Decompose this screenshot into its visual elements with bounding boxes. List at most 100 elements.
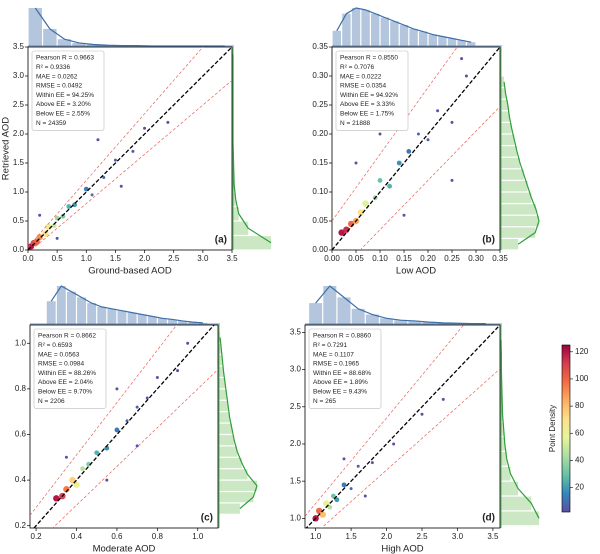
stats-line: Below EE = 9.43% xyxy=(313,389,367,396)
top-hist-bar xyxy=(380,17,389,46)
right-hist-bar xyxy=(219,469,248,480)
point xyxy=(119,184,123,188)
point xyxy=(349,487,353,491)
x-tick-label: 2.5 xyxy=(168,254,180,263)
point xyxy=(319,511,326,518)
stats-line: Below EE = 9.70% xyxy=(38,389,92,396)
right-hist-bar xyxy=(501,204,536,215)
point xyxy=(115,387,119,391)
y-tick-label: 2.5 xyxy=(13,100,25,109)
point xyxy=(357,209,364,216)
top-hist-bar xyxy=(394,320,408,324)
stats-line: MAE = 0.0222 xyxy=(340,73,382,80)
x-tick-label: 0.05 xyxy=(348,254,364,263)
right-hist-bar xyxy=(219,355,223,366)
top-hist-bar xyxy=(66,291,76,324)
point xyxy=(450,178,454,182)
stats-box xyxy=(308,328,382,409)
right-hist-bar xyxy=(219,503,240,514)
point xyxy=(72,202,78,208)
point xyxy=(406,149,412,154)
right-hist-bar xyxy=(501,76,505,87)
top-hist-bar xyxy=(438,36,447,46)
top-hist-bar xyxy=(408,320,422,324)
point xyxy=(69,476,76,484)
y-tick-label: 2.5 xyxy=(290,402,302,411)
colorbar-tick-label: 80 xyxy=(575,401,584,410)
point xyxy=(155,375,159,379)
y-tick-label: 0.35 xyxy=(312,42,328,51)
colorbar xyxy=(561,344,571,513)
x-tick-label: 1.0 xyxy=(81,254,93,263)
stats-line: MAE = 0.0262 xyxy=(36,73,78,80)
right-hist-bar xyxy=(501,407,503,422)
stats-line: Pearson R = 0.9663 xyxy=(36,55,94,62)
right-hist-bar xyxy=(233,192,236,206)
x-tick-label: 0.5 xyxy=(52,254,64,263)
top-hist-bar xyxy=(309,303,323,324)
y-axis-label: Retrieved AOD xyxy=(1,117,12,180)
stats-line: RMSE = 0.0354 xyxy=(340,83,386,90)
right-hist-bar xyxy=(501,511,539,526)
top-hist-bar xyxy=(28,8,42,46)
colorbar-label: Point Density xyxy=(548,405,557,452)
reference-line xyxy=(320,368,500,528)
point xyxy=(370,461,374,465)
right-hist-bar xyxy=(219,457,242,469)
stats-box xyxy=(335,50,409,131)
point xyxy=(441,397,445,401)
x-tick-label: 2.0 xyxy=(139,254,151,263)
top-hist-bar xyxy=(428,34,437,46)
top-hist-bar xyxy=(467,42,476,46)
panel-label: (c) xyxy=(201,513,213,524)
point xyxy=(131,149,135,153)
reference-line xyxy=(305,325,465,517)
y-tick-label: 0.00 xyxy=(312,245,328,254)
point xyxy=(460,57,464,61)
point xyxy=(135,444,139,448)
points xyxy=(53,341,190,502)
top-hist-bar xyxy=(178,320,188,324)
point xyxy=(114,427,120,433)
x-tick-label: 0.0 xyxy=(22,254,34,263)
x-axis-label: Moderate AOD xyxy=(93,544,156,554)
top-hist-bar xyxy=(56,286,66,324)
y-tick-label: 1.5 xyxy=(290,476,302,485)
y-tick-label: 0.4 xyxy=(15,475,27,484)
stats-line: Within EE = 88.68% xyxy=(313,370,371,377)
stats-line: RMSE = 0.0492 xyxy=(36,83,82,90)
right-hist-bar xyxy=(501,157,520,169)
x-tick-label: 0.8 xyxy=(152,532,164,541)
y-tick-label: 2.0 xyxy=(290,439,302,448)
right-hist-bar xyxy=(501,192,532,203)
x-tick-label: 1.5 xyxy=(110,254,122,263)
reference-line xyxy=(30,80,232,250)
point xyxy=(135,405,139,409)
x-axis-label: Low AOD xyxy=(396,266,436,277)
top-hist-bar xyxy=(117,310,127,324)
y-tick-label: 3.0 xyxy=(13,71,25,80)
y-tick-label: 0.8 xyxy=(15,384,27,393)
colorbar-tick-label: 100 xyxy=(575,374,589,383)
right-hist-bar xyxy=(501,215,539,227)
top-hist-bar xyxy=(97,306,107,324)
right-hist-bar xyxy=(501,111,510,122)
panel-label: (a) xyxy=(215,235,227,246)
top-hist-bar xyxy=(419,31,428,46)
right-hist-bar xyxy=(219,332,221,343)
stats-line: Within EE = 94.25% xyxy=(36,92,94,99)
top-hist-bar xyxy=(147,316,157,324)
stats-line: RMSE = 0.0984 xyxy=(38,361,84,368)
top-hist-bar xyxy=(390,21,399,46)
y-tick-label: 0.6 xyxy=(15,430,27,439)
right-hist-bar xyxy=(501,181,528,192)
point xyxy=(42,230,49,237)
panel-label: (b) xyxy=(482,235,495,246)
y-tick-label: 0.2 xyxy=(15,521,27,530)
right-kde xyxy=(219,337,258,510)
point xyxy=(105,478,109,482)
reference-line xyxy=(28,47,204,248)
top-hist-bar xyxy=(43,28,57,46)
point xyxy=(450,120,454,124)
right-hist-bar xyxy=(233,221,249,235)
